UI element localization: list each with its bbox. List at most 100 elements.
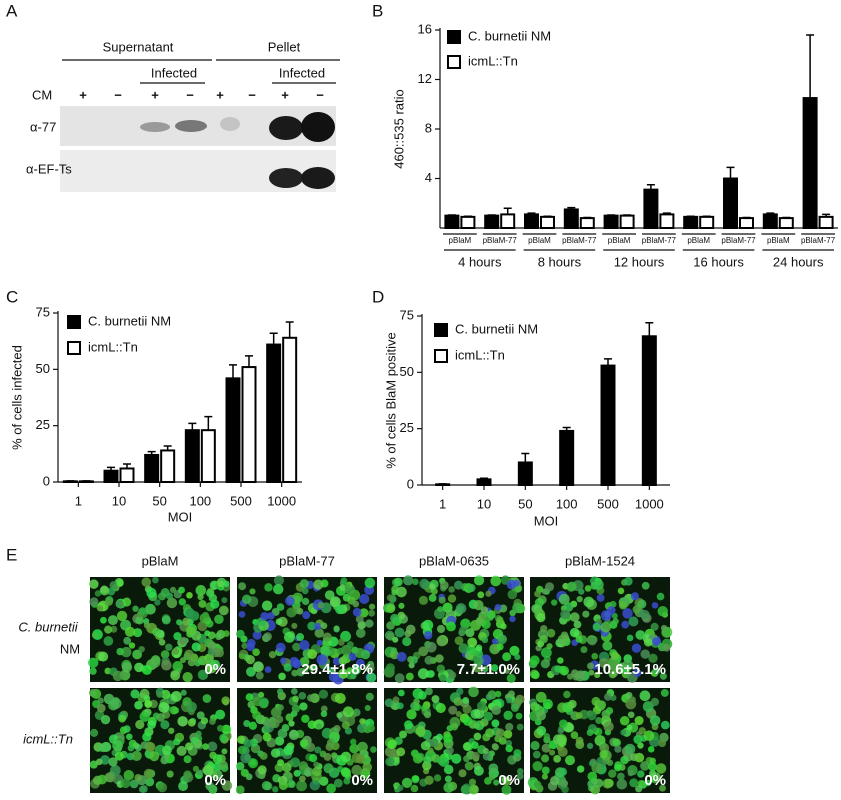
y-axis-label: 460::535 ratio <box>391 89 406 169</box>
band <box>175 120 207 132</box>
cell <box>364 704 371 712</box>
cell <box>485 693 493 701</box>
cell <box>577 765 585 773</box>
error-bar <box>645 322 654 337</box>
cell <box>259 752 268 760</box>
cell <box>422 619 434 631</box>
cell <box>433 774 442 782</box>
cell <box>115 599 124 609</box>
cell <box>546 643 553 650</box>
cell <box>238 582 247 591</box>
cell <box>436 664 446 673</box>
legend-swatch <box>434 323 448 337</box>
x-tick-label: 50 <box>518 496 532 511</box>
cell <box>146 587 157 598</box>
cell <box>401 777 413 789</box>
cell <box>255 671 264 680</box>
cell <box>491 638 499 645</box>
cell <box>169 586 177 594</box>
cell <box>214 632 223 641</box>
bar <box>540 215 555 230</box>
cell <box>132 605 139 612</box>
cell <box>305 742 316 752</box>
cell <box>536 710 546 721</box>
cell <box>473 732 482 741</box>
cm-sign: + <box>79 87 87 102</box>
cell <box>610 651 620 660</box>
cell <box>655 763 667 774</box>
cell <box>477 591 485 599</box>
cell <box>236 629 245 639</box>
cell <box>160 650 170 659</box>
percentage: 29.4±1.8% <box>301 661 373 678</box>
bar <box>559 429 575 487</box>
cell <box>557 746 568 757</box>
cell <box>424 655 434 665</box>
cell <box>482 747 489 754</box>
cell <box>597 700 607 710</box>
cell <box>500 623 507 630</box>
cell <box>621 620 630 629</box>
bar <box>103 469 119 484</box>
cell <box>659 784 666 792</box>
cell <box>448 586 455 593</box>
cell <box>514 653 521 661</box>
cell <box>143 622 151 629</box>
cell <box>481 619 491 630</box>
cell <box>473 708 485 719</box>
percentage: 0% <box>351 772 373 789</box>
cell <box>160 756 169 765</box>
cell <box>619 715 630 726</box>
cell <box>467 637 478 648</box>
cell <box>423 711 432 719</box>
cell <box>394 673 405 684</box>
cell <box>662 643 671 652</box>
x-tick-label: pBlaM-77 <box>562 236 597 245</box>
cell <box>243 739 253 748</box>
cell <box>491 743 499 750</box>
cell <box>331 752 338 759</box>
cell <box>485 590 492 597</box>
cell <box>594 672 601 679</box>
cell <box>473 599 484 611</box>
cell <box>291 704 301 713</box>
cell <box>481 636 489 644</box>
cell <box>475 650 484 659</box>
y-axis-label: % of cells BlaM positive <box>383 332 398 469</box>
cell <box>443 733 453 744</box>
cell <box>357 741 368 753</box>
cell <box>370 746 377 753</box>
cell <box>385 663 395 673</box>
cell <box>365 619 374 628</box>
cell <box>280 657 287 664</box>
cell <box>451 753 462 764</box>
cell <box>460 784 470 795</box>
cell <box>392 636 399 643</box>
cell <box>635 785 643 793</box>
cell <box>156 713 165 722</box>
cell <box>298 692 307 700</box>
cell <box>94 590 102 597</box>
cell <box>657 606 668 617</box>
cell <box>498 736 507 745</box>
cell <box>221 780 233 791</box>
cell <box>152 627 161 637</box>
group-label: 4 hours <box>458 254 502 269</box>
cell <box>536 612 546 623</box>
cell <box>336 647 344 655</box>
cell <box>176 745 187 756</box>
cell <box>424 775 434 785</box>
cell <box>161 659 172 671</box>
x-tick-label: 1000 <box>635 496 664 511</box>
cell <box>588 669 595 676</box>
y-tick-label: 75 <box>400 307 414 322</box>
cell <box>536 725 547 736</box>
cell <box>252 648 260 657</box>
cell <box>277 759 285 767</box>
cell <box>328 671 340 682</box>
cell <box>418 646 429 657</box>
cell <box>145 742 156 753</box>
cell <box>612 618 619 625</box>
cell <box>626 634 634 642</box>
bar <box>476 478 492 487</box>
